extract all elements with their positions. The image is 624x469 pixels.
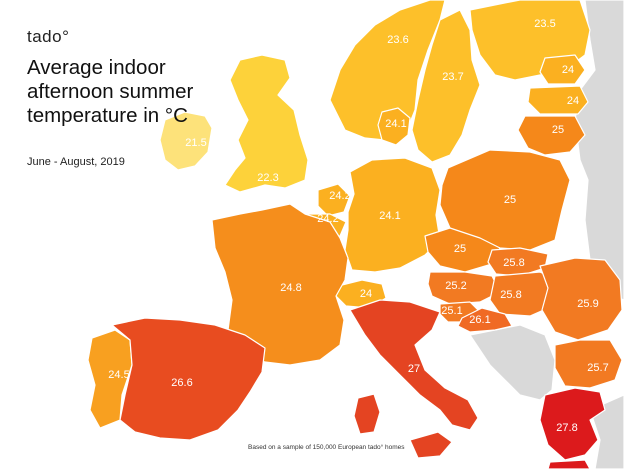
value-czechia: 25 (454, 243, 466, 255)
value-latvia: 24 (567, 95, 579, 107)
footnote: Based on a sample of 150,000 European ta… (248, 444, 405, 451)
region-greece (539, 387, 606, 461)
land-russia (574, 0, 624, 301)
region-france (211, 203, 349, 366)
value-switzerland: 24 (360, 288, 372, 300)
value-norway: 23.6 (387, 34, 408, 46)
region-norway (329, 0, 446, 141)
region-spain (111, 317, 266, 441)
value-slovenia: 25.1 (441, 305, 462, 317)
region-estonia (539, 54, 586, 85)
region-ireland (159, 111, 213, 171)
region-bulgaria (554, 339, 623, 389)
value-greece: 27.8 (556, 422, 577, 434)
brand-logo: tado° (27, 27, 70, 46)
value-ireland: 21.5 (185, 137, 206, 149)
map-subtitle: June - August, 2019 (27, 156, 125, 168)
value-portugal: 24.5 (108, 369, 129, 381)
value-romania: 25.9 (577, 298, 598, 310)
value-croatia: 26.1 (469, 314, 490, 326)
region-italy (349, 299, 479, 431)
value-uk: 22.3 (257, 172, 278, 184)
value-germany: 24.1 (379, 210, 400, 222)
region-sicily (409, 431, 453, 459)
value-belgium: 24.2 (317, 213, 338, 225)
region-sweden (411, 9, 481, 163)
value-netherlands: 24.2 (329, 190, 350, 202)
region-lithuania (517, 115, 586, 156)
region-latvia (527, 85, 589, 115)
value-hungary: 25.8 (500, 289, 521, 301)
value-spain: 26.6 (171, 377, 192, 389)
value-italy: 27 (408, 363, 420, 375)
value-sweden: 23.7 (442, 71, 463, 83)
region-austria (427, 271, 501, 305)
value-estonia: 24 (562, 64, 574, 76)
region-slovakia (487, 247, 549, 277)
value-denmark: 24.1 (385, 118, 406, 130)
value-finland: 23.5 (534, 18, 555, 30)
value-france: 24.8 (280, 282, 301, 294)
region-poland (439, 149, 571, 251)
region-croatia (457, 307, 513, 333)
value-bulgaria: 25.7 (587, 362, 608, 374)
region-crete (547, 459, 591, 469)
region-sardinia (353, 393, 381, 435)
value-lithuania: 25 (552, 124, 564, 136)
region-romania (539, 257, 623, 341)
value-austria: 25.2 (445, 280, 466, 292)
region-uk (224, 54, 309, 193)
region-germany (344, 157, 441, 273)
map-title: Average indoor afternoon summer temperat… (27, 56, 194, 127)
land-balkans-west (469, 324, 556, 401)
region-denmark (377, 107, 411, 146)
value-slovakia: 25.8 (503, 257, 524, 269)
region-netherlands (317, 183, 351, 217)
value-poland: 25 (504, 194, 516, 206)
